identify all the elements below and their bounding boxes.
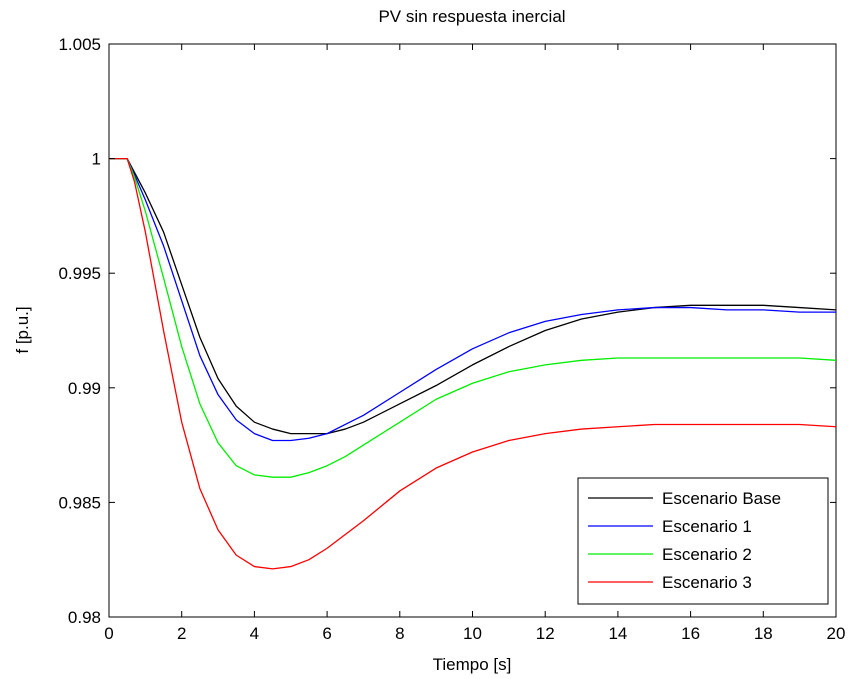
x-tick-label: 4 bbox=[250, 624, 259, 643]
x-tick-label: 14 bbox=[608, 624, 627, 643]
legend-label-4: Escenario 3 bbox=[662, 573, 752, 592]
x-tick-label: 10 bbox=[463, 624, 482, 643]
series-line-1 bbox=[109, 157, 836, 435]
x-tick-label: 0 bbox=[104, 624, 113, 643]
series-line-3 bbox=[109, 157, 836, 478]
legend-label-2: Escenario 1 bbox=[662, 517, 752, 536]
x-tick-label: 8 bbox=[395, 624, 404, 643]
legend-label-1: Escenario Base bbox=[662, 489, 781, 508]
y-tick-label: 1 bbox=[92, 150, 101, 169]
x-tick-label: 16 bbox=[681, 624, 700, 643]
series-group bbox=[109, 157, 836, 570]
series-line-2 bbox=[109, 157, 836, 442]
chart-title: PV sin respuesta inercial bbox=[378, 7, 565, 26]
y-axis-title: f [p.u.] bbox=[13, 306, 32, 353]
y-tick-label: 1.005 bbox=[58, 35, 101, 54]
y-tick-label: 0.98 bbox=[68, 608, 101, 627]
legend: Escenario Base Escenario 1 Escenario 2 Esce… bbox=[577, 477, 829, 605]
y-tick-label: 0.995 bbox=[58, 264, 101, 283]
x-tick-label: 20 bbox=[827, 624, 846, 643]
x-tick-label: 2 bbox=[177, 624, 186, 643]
x-tick-label: 12 bbox=[536, 624, 555, 643]
x-tick-label: 6 bbox=[322, 624, 331, 643]
y-tick-label: 0.99 bbox=[68, 379, 101, 398]
legend-label-3: Escenario 2 bbox=[662, 545, 752, 564]
y-tick-label: 0.985 bbox=[58, 493, 101, 512]
x-tick-label: 18 bbox=[754, 624, 773, 643]
legend-box bbox=[577, 477, 829, 605]
series-line-4 bbox=[109, 157, 836, 570]
plot-area: 0 2 4 6 8 10 12 14 16 18 20 0.98 0.985 0.99 0.995 1 1.00… bbox=[58, 35, 845, 643]
x-axis-title: Tiempo [s] bbox=[433, 655, 512, 674]
